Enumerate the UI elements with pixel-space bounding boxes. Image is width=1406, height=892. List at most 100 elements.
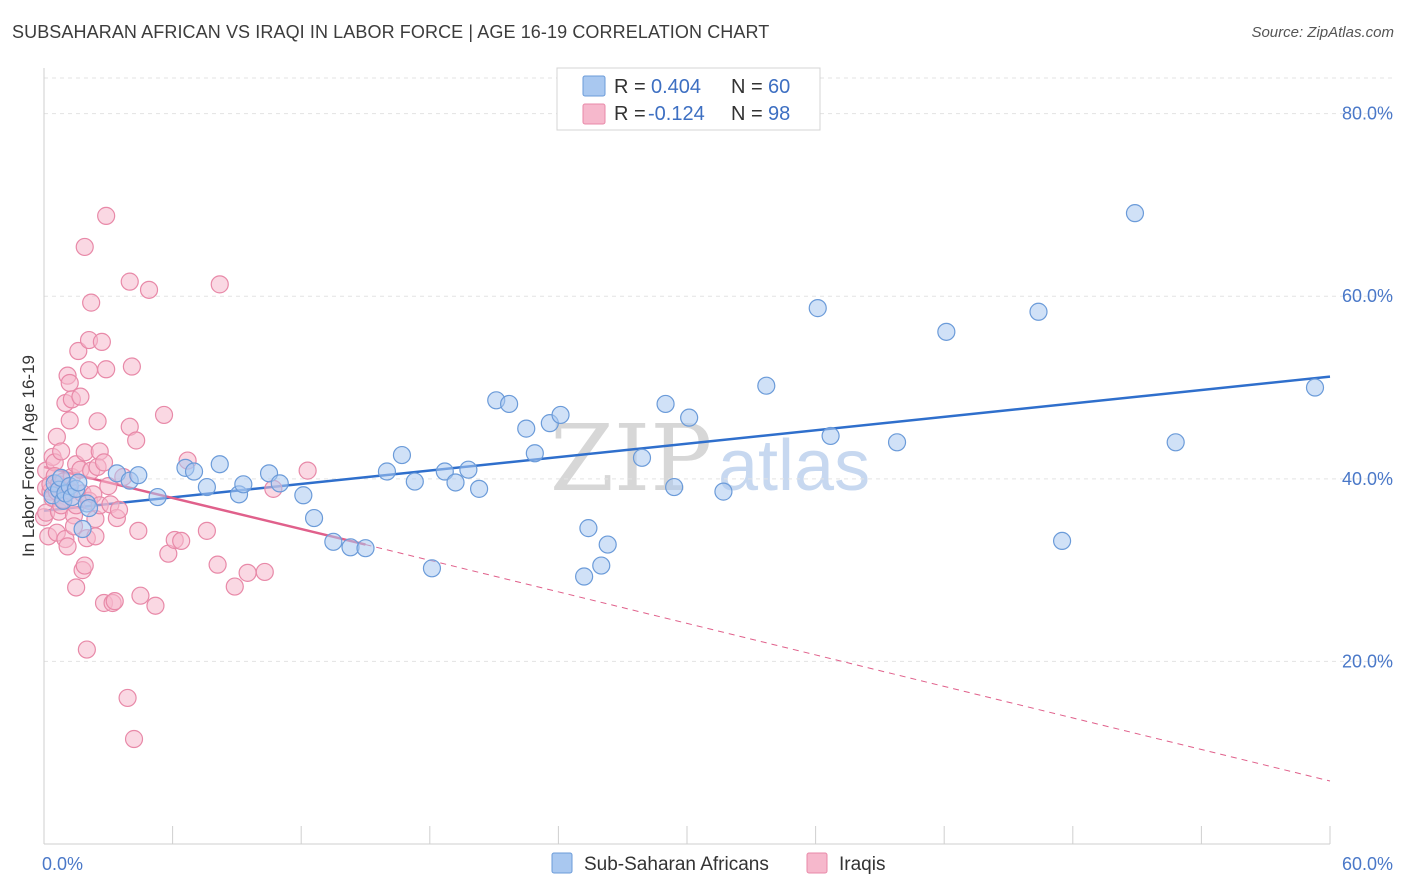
- iraqis-point-34: [69, 341, 88, 361]
- watermark-atlas: atlas: [718, 426, 870, 506]
- y-tick-label-3: 80.0%: [1342, 104, 1393, 124]
- subsaharan-point-50: [665, 477, 684, 497]
- subsaharan-point-26: [304, 508, 324, 528]
- iraqis-point-61: [99, 477, 118, 496]
- iraqis-point-22: [58, 537, 77, 556]
- y-tick-label-2: 60.0%: [1342, 286, 1393, 306]
- subsaharan-point-34: [435, 462, 454, 481]
- subsaharan-point-44: [575, 567, 594, 586]
- iraqis-point-84: [208, 555, 227, 574]
- iraqis-point-41: [75, 556, 94, 575]
- legend-r-label-1: R =: [614, 103, 646, 125]
- subsaharan-point-33: [422, 559, 442, 578]
- iraqis-point-59: [97, 206, 116, 225]
- iraqis-point-64: [105, 592, 124, 611]
- subsaharan-point-35: [446, 473, 465, 492]
- subsaharan-point-43: [551, 405, 570, 425]
- iraqis-point-47: [82, 293, 101, 312]
- x-tick-labels: 0.0% 60.0%: [42, 854, 1393, 874]
- legend-n-value-0: 60: [768, 76, 790, 98]
- bottom-legend-swatch-blue: [551, 852, 573, 874]
- subsaharan-point-29: [356, 539, 375, 558]
- subsaharan-point-10: [73, 519, 92, 539]
- iraqis-points: [34, 206, 317, 749]
- iraqis-point-68: [118, 688, 137, 708]
- iraqis-point-72: [124, 729, 144, 749]
- subsaharan-point-27: [324, 532, 343, 551]
- subsaharan-points: [43, 204, 1325, 586]
- subsaharan-point-24: [270, 474, 289, 493]
- y-axis-title: In Labor Force | Age 16-19: [19, 355, 38, 557]
- iraqis-point-44: [79, 361, 99, 380]
- iraqis-point-71: [122, 357, 141, 376]
- subsaharan-point-56: [887, 433, 907, 452]
- legend-n-value-1: 98: [768, 103, 790, 125]
- subsaharan-point-52: [714, 482, 733, 501]
- iraqis-point-85: [210, 275, 229, 294]
- legend-n-label-0: N =: [731, 76, 763, 98]
- legend-swatch-pink: [582, 103, 606, 125]
- legend-n-label-1: N =: [731, 103, 763, 125]
- iraqis-point-60: [97, 360, 116, 379]
- trend-lines: [43, 375, 1331, 782]
- iraqis-trend-line: [43, 465, 366, 546]
- x-tick-label-0: 0.0%: [42, 854, 83, 874]
- watermark: ZIP atlas: [550, 405, 870, 512]
- iraqis-point-43: [77, 640, 96, 659]
- iraqis-point-25: [60, 411, 79, 430]
- x-tick-label-1: 60.0%: [1342, 854, 1393, 874]
- legend-r-label-0: R =: [614, 76, 646, 98]
- legend-r-value-0: 0.404: [651, 76, 701, 98]
- iraqis-point-73: [127, 431, 146, 450]
- chart-title: SUBSAHARAN AFRICAN VS IRAQI IN LABOR FOR…: [12, 22, 770, 42]
- subsaharan-point-39: [500, 394, 519, 414]
- source-credit: Source: ZipAtlas.com: [1251, 24, 1394, 41]
- subsaharan-point-18: [184, 462, 204, 481]
- subsaharan-trend-line: [43, 375, 1331, 513]
- iraqis-point-17: [52, 442, 71, 461]
- iraqis-point-77: [146, 596, 165, 615]
- iraqis-point-78: [154, 405, 174, 425]
- subsaharan-point-19: [197, 477, 216, 497]
- subsaharan-point-61: [1125, 204, 1145, 223]
- subsaharan-point-31: [392, 445, 412, 465]
- subsaharan-point-48: [632, 448, 652, 467]
- subsaharan-point-9: [69, 473, 88, 492]
- iraqis-point-86: [225, 577, 244, 596]
- subsaharan-point-25: [294, 486, 313, 505]
- y-tick-labels: 20.0% 40.0% 60.0% 80.0%: [1342, 104, 1393, 672]
- subsaharan-point-37: [469, 479, 489, 498]
- subsaharan-point-41: [525, 444, 544, 463]
- subsaharan-point-62: [1166, 433, 1185, 452]
- bottom-legend-label-1: Iraqis: [839, 854, 885, 875]
- subsaharan-point-59: [1029, 302, 1048, 321]
- iraqis-point-90: [298, 461, 317, 480]
- subsaharan-point-46: [592, 556, 611, 575]
- subsaharan-point-54: [808, 299, 827, 318]
- subsaharan-point-32: [405, 472, 424, 491]
- iraqis-point-75: [131, 586, 150, 605]
- subsaharan-point-55: [821, 426, 840, 446]
- subsaharan-point-63: [1305, 378, 1325, 397]
- subsaharan-point-57: [937, 322, 956, 341]
- iraqis-point-52: [88, 412, 107, 431]
- subsaharan-point-53: [757, 376, 776, 395]
- legend: R = 0.404 N = 60 R = -0.124 N = 98: [556, 67, 821, 131]
- iraqis-point-81: [172, 531, 191, 551]
- subsaharan-point-60: [1052, 531, 1072, 551]
- y-tick-label-1: 40.0%: [1342, 469, 1393, 489]
- subsaharan-point-40: [517, 419, 536, 438]
- iraqis-point-88: [255, 562, 274, 582]
- iraqis-point-87: [238, 563, 257, 582]
- legend-r-value-1: -0.124: [648, 103, 705, 125]
- subsaharan-point-20: [210, 455, 229, 474]
- iraqis-point-83: [197, 521, 216, 540]
- subsaharan-point-30: [377, 462, 397, 481]
- subsaharan-point-36: [459, 460, 478, 479]
- iraqis-point-76: [139, 280, 159, 299]
- iraqis-point-69: [120, 272, 139, 291]
- iraqis-point-74: [129, 521, 148, 540]
- iraqis-point-57: [94, 453, 114, 472]
- subsaharan-point-22: [234, 475, 253, 494]
